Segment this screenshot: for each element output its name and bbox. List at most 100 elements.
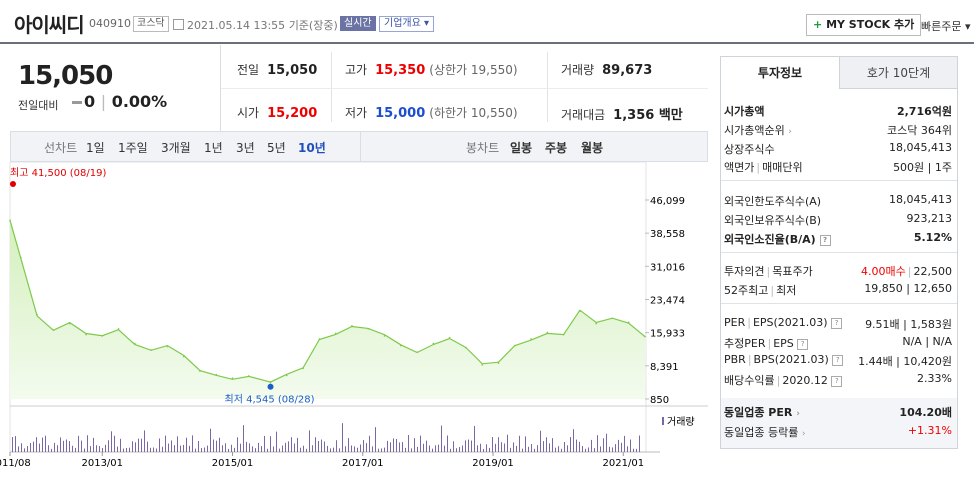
volume-bar: [609, 446, 610, 452]
volume-bar: [486, 444, 487, 452]
help-icon[interactable]: ?: [831, 317, 843, 329]
tab-daily[interactable]: 일봉: [510, 141, 533, 155]
quote-datetime: 2021.05.14 13:55 기준(장중): [173, 17, 338, 33]
tab-1d[interactable]: 1일: [86, 141, 105, 155]
volume-bar: [150, 447, 151, 452]
industry-per-label[interactable]: 동일업종 PER ›: [724, 406, 800, 419]
price-point: [448, 336, 451, 339]
x-tick-label: 2011/08: [0, 458, 31, 469]
volume-bar: [195, 448, 196, 452]
my-stock-add-button[interactable]: + MY STOCK 추가: [806, 14, 922, 36]
volume-bar: [570, 437, 571, 452]
price-point: [248, 375, 250, 377]
volume-bar: [249, 443, 250, 452]
volume-bar: [537, 445, 538, 452]
divider: [721, 252, 957, 253]
volume-bar: [636, 448, 637, 452]
volume-bar: [234, 447, 235, 452]
volume-bar: [543, 441, 544, 452]
volume-bar: [546, 437, 547, 452]
tab-order-book[interactable]: 호가 10단계: [839, 57, 957, 89]
est-per-eps-label: 추정PER | EPS ?: [724, 335, 809, 351]
tab-1y[interactable]: 1년: [204, 141, 223, 155]
x-tick-label: 2015/01: [212, 458, 254, 469]
price-chart[interactable]: 46,099 38,558 31,016 23,474 15,933 8,391 850 2…: [0, 162, 708, 482]
industry-rate-label[interactable]: 동일업종 등락률 ›: [724, 426, 806, 439]
volume-bar: [201, 448, 202, 452]
tab-10y[interactable]: 10년: [298, 141, 326, 155]
y-tick-label: 38,558: [650, 229, 685, 240]
realtime-badge[interactable]: 실시간: [340, 16, 376, 31]
volume-bar: [204, 447, 205, 452]
tab-5y[interactable]: 5년: [267, 141, 286, 155]
x-tick-label: 2017/01: [342, 458, 384, 469]
volume-bar: [348, 438, 349, 452]
volume-bar: [27, 445, 28, 452]
tab-3m[interactable]: 3개월: [161, 141, 191, 155]
volume-bar: [573, 429, 574, 452]
volume-bar: [579, 441, 580, 452]
price-point: [383, 335, 386, 337]
face-unit-label: 액면가 | 매매단위: [724, 161, 803, 174]
volume-bar: [144, 430, 145, 452]
week52-value: 19,850 | 12,650: [864, 282, 952, 295]
price-point: [285, 374, 288, 377]
price-point: [166, 345, 169, 348]
price-point: [215, 373, 218, 376]
high-price: 고가 15,350 (상한가 19,550): [345, 63, 518, 78]
volume-bar: [396, 438, 397, 452]
price-point: [85, 333, 87, 336]
volume-bar: [93, 437, 94, 452]
market-cap-rank-label[interactable]: 시가총액순위 ›: [724, 124, 792, 137]
volume-bar: [363, 440, 364, 452]
volume-bar: [90, 446, 91, 452]
volume-bar: [588, 447, 589, 452]
price-point: [546, 331, 549, 334]
help-icon[interactable]: ?: [797, 338, 809, 350]
tab-weekly[interactable]: 주봉: [545, 141, 568, 155]
help-icon[interactable]: ?: [832, 354, 844, 366]
opinion-label: 투자의견 | 목표주가: [724, 265, 813, 278]
volume-bar: [15, 436, 16, 452]
foreign-limit-label: 외국인한도주식수(A): [724, 195, 822, 208]
volume-bar: [66, 439, 67, 452]
price-point: [117, 328, 120, 330]
separator: |: [100, 92, 107, 111]
help-icon[interactable]: ?: [831, 375, 843, 387]
tab-monthly[interactable]: 월봉: [581, 141, 604, 155]
arrow-right-icon: ›: [796, 409, 800, 419]
tab-1w[interactable]: 1주일: [118, 141, 148, 155]
volume-bar: [306, 448, 307, 452]
volume-bar: [117, 446, 118, 452]
volume-legend-icon: [662, 417, 664, 425]
stock-name[interactable]: 아이씨디: [14, 13, 85, 37]
change-label: 전일대비: [18, 99, 59, 112]
min-marker: [267, 383, 274, 390]
volume-bar: [447, 435, 448, 452]
price-point: [150, 349, 152, 351]
volume-bar: [576, 439, 577, 452]
quick-order-button[interactable]: 빠른주문 ▾: [921, 20, 971, 33]
price-area: [10, 220, 645, 399]
help-icon[interactable]: ?: [819, 234, 831, 246]
volume-bar: [450, 448, 451, 452]
volume-bar: [345, 446, 346, 452]
volume: 거래량 89,673: [561, 63, 653, 78]
volume-bar: [267, 448, 268, 452]
price-point: [465, 346, 467, 349]
volume-bar: [219, 437, 220, 452]
tab-investment-info[interactable]: 투자정보: [721, 57, 839, 89]
company-overview-dropdown[interactable]: 기업개요 ▾: [379, 16, 434, 32]
tab-3y[interactable]: 3년: [236, 141, 255, 155]
dividend-value: 2.33%: [917, 372, 952, 385]
volume-bar: [468, 439, 469, 452]
investment-panel: [720, 56, 958, 449]
volume-bar: [597, 435, 598, 452]
volume-bar: [297, 437, 298, 452]
volume-bar: [228, 448, 229, 452]
price-point: [432, 342, 435, 345]
price-point: [644, 335, 646, 338]
volume-bar: [309, 430, 310, 452]
volume-bar: [381, 448, 382, 452]
max-marker: [10, 181, 16, 187]
